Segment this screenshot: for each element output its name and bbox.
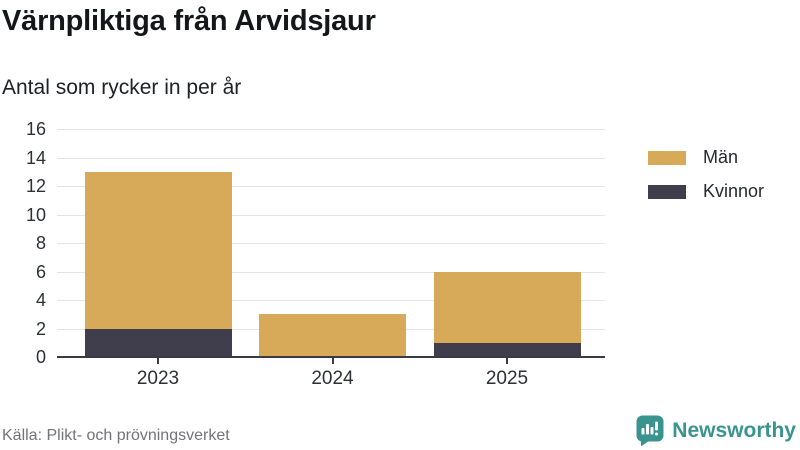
y-tick-label: 12 [25, 176, 46, 196]
y-tick-label: 14 [25, 147, 46, 168]
y-tick-label: 6 [35, 261, 46, 282]
chart-title: Värnpliktiga från Arvidsjaur [2, 5, 376, 37]
y-tick-label: 16 [25, 119, 46, 139]
bar-segment-kvinnor [433, 342, 581, 357]
x-tick-label: 2024 [311, 368, 354, 389]
y-tick-label: 10 [25, 204, 46, 225]
bar-segment-kvinnor [84, 328, 232, 357]
x-tick [157, 357, 159, 364]
source-note: Källa: Plikt- och prövningsverket [2, 427, 230, 444]
gridline [57, 243, 605, 244]
legend-label: Män [703, 147, 739, 167]
newsworthy-icon [636, 415, 664, 446]
legend-label: Kvinnor [703, 181, 765, 201]
gridline [57, 271, 605, 273]
gridline [57, 214, 605, 216]
y-tick-label: 8 [35, 233, 46, 253]
y-tick-label: 2 [35, 318, 46, 339]
bar-segment-män [259, 314, 406, 357]
chart-subtitle: Antal som rycker in per år [2, 76, 242, 99]
bar-segment-män [433, 271, 581, 343]
x-tick [331, 357, 334, 364]
gridline [57, 129, 605, 130]
y-tick-label: 4 [35, 290, 46, 310]
x-tick-label: 2023 [136, 368, 180, 389]
x-tick [506, 357, 508, 364]
legend: Män Kvinnor [648, 147, 764, 215]
x-tick-label: 2025 [485, 368, 529, 389]
y-tick-label: 0 [35, 347, 46, 367]
gridline [57, 300, 605, 301]
legend-item: Kvinnor [648, 181, 764, 202]
gridline [57, 157, 605, 159]
gridline [57, 186, 605, 187]
x-axis-line [57, 356, 605, 358]
legend-item: Män [648, 147, 764, 168]
bar-segment-män [84, 171, 232, 329]
newsworthy-wordmark: Newsworthy [672, 418, 796, 442]
legend-swatch-män [648, 150, 686, 165]
newsworthy-logo-link[interactable]: Newsworthy [636, 415, 796, 446]
legend-swatch-kvinnor [648, 184, 686, 199]
